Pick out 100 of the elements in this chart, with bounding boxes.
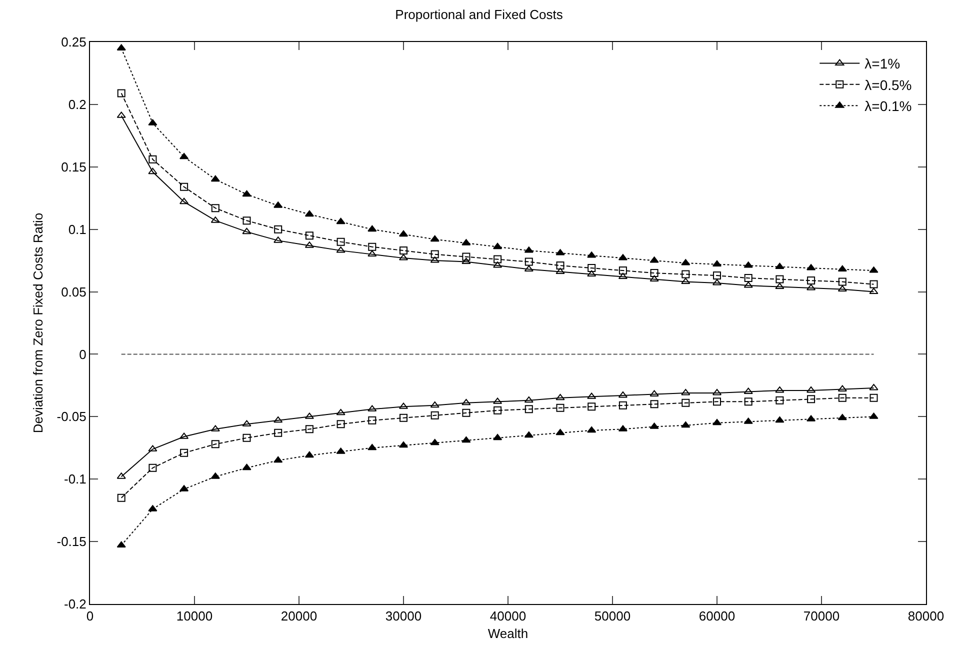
x-tick-label: 10000 xyxy=(176,608,213,624)
x-axis-title: Wealth xyxy=(488,626,528,642)
point xyxy=(524,431,534,438)
point xyxy=(305,232,314,240)
point xyxy=(462,398,471,406)
point xyxy=(618,266,627,275)
point xyxy=(775,262,784,270)
point xyxy=(713,398,721,406)
point xyxy=(211,204,220,212)
point xyxy=(336,218,346,224)
y-tick-label: 0.1 xyxy=(68,222,86,237)
point xyxy=(180,448,188,457)
point xyxy=(712,418,722,426)
point xyxy=(274,225,282,234)
point xyxy=(242,216,251,225)
point xyxy=(148,168,158,174)
point xyxy=(524,258,533,266)
point xyxy=(180,198,189,204)
point xyxy=(838,285,847,292)
x-tick-label: 80000 xyxy=(908,608,944,624)
point xyxy=(462,258,471,264)
point xyxy=(494,406,502,414)
point xyxy=(712,260,722,267)
point xyxy=(650,275,659,282)
point xyxy=(744,398,752,406)
point xyxy=(775,416,784,423)
x-tick-label: 40000 xyxy=(490,608,526,624)
point xyxy=(870,394,878,402)
point xyxy=(587,426,596,433)
point xyxy=(368,444,377,450)
point xyxy=(242,434,251,442)
y-tick-label: -0.05 xyxy=(56,409,86,424)
point xyxy=(587,270,596,277)
point xyxy=(838,278,846,286)
point xyxy=(430,235,440,242)
point xyxy=(430,250,439,258)
point xyxy=(117,494,126,502)
point xyxy=(681,421,690,428)
point xyxy=(493,434,502,440)
point xyxy=(775,386,784,393)
point xyxy=(650,269,658,278)
y-tick-label: 0.15 xyxy=(61,159,86,174)
point xyxy=(556,428,565,436)
point xyxy=(493,242,502,250)
point xyxy=(336,238,345,246)
point xyxy=(650,400,658,408)
point xyxy=(430,438,440,446)
point xyxy=(712,388,722,396)
point xyxy=(274,416,283,423)
y-tick-label: -0.15 xyxy=(56,534,86,550)
point xyxy=(556,268,565,274)
x-tick-label: 30000 xyxy=(385,608,422,624)
point xyxy=(211,440,220,448)
point xyxy=(336,420,345,428)
x-tick-label: 70000 xyxy=(803,608,840,624)
point xyxy=(400,414,408,422)
point xyxy=(398,441,408,448)
point xyxy=(336,408,346,416)
point xyxy=(430,401,440,408)
point xyxy=(116,541,126,548)
legend-label: λ=0.1% xyxy=(864,98,912,114)
point xyxy=(274,456,283,463)
point xyxy=(368,225,377,232)
point xyxy=(180,182,188,191)
point xyxy=(305,425,314,434)
x-tick-label: 50000 xyxy=(594,608,631,624)
point xyxy=(274,428,282,437)
y-tick-label: -0.2 xyxy=(64,596,86,612)
point xyxy=(838,394,846,402)
point xyxy=(304,210,314,217)
point xyxy=(744,274,752,282)
point xyxy=(304,451,314,458)
point xyxy=(618,401,627,410)
point xyxy=(148,155,157,164)
point xyxy=(210,175,220,182)
point xyxy=(242,464,252,470)
point xyxy=(588,402,596,411)
y-tick-label: 0.2 xyxy=(68,96,86,112)
legend-label: λ=0.5% xyxy=(864,76,912,93)
point xyxy=(869,384,878,390)
point xyxy=(368,416,376,424)
point xyxy=(148,464,157,472)
point xyxy=(776,396,784,404)
point xyxy=(117,89,126,98)
point xyxy=(681,278,690,284)
point xyxy=(524,265,534,272)
point xyxy=(807,395,816,404)
point xyxy=(524,405,533,414)
point xyxy=(462,408,470,417)
point xyxy=(368,250,377,257)
point xyxy=(180,152,189,160)
point xyxy=(588,264,596,272)
legend-label: λ=1% xyxy=(864,56,900,72)
point xyxy=(242,228,252,234)
x-tick-label: 20000 xyxy=(280,608,318,624)
point xyxy=(430,411,439,420)
point xyxy=(870,280,878,288)
point xyxy=(368,242,376,251)
point xyxy=(556,404,564,412)
point xyxy=(242,190,252,197)
